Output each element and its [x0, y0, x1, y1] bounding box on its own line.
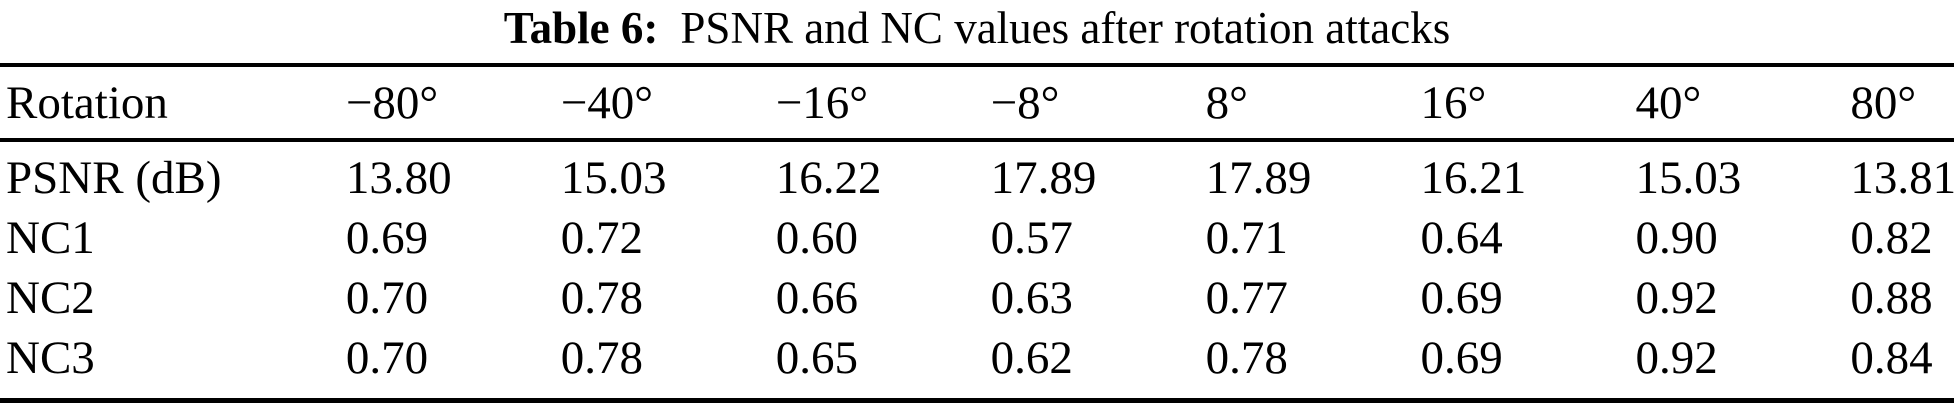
cell-value: 0.70: [345, 271, 429, 324]
row-label: NC2: [6, 271, 95, 324]
table-row-nc1: NC1 0.69 0.72 0.60 0.57 0.71 0.64 0.90 0…: [0, 208, 1954, 268]
table-caption: Table 6: PSNR and NC values after rotatio…: [0, 2, 1954, 54]
col-header-angle: 8°: [1205, 65, 1421, 142]
cell-value: 0.60: [775, 211, 858, 264]
cell-value: 0.90: [1635, 211, 1718, 264]
cell-value: 0.64: [1420, 211, 1503, 264]
table-caption-text: PSNR and NC values after rotation attack…: [680, 3, 1451, 53]
row-label: NC3: [6, 331, 95, 384]
psnr-nc-table: Rotation −80° −40° −16° −8° 8° 16° 40° 8…: [0, 63, 1954, 403]
cell-value: 0.63: [990, 271, 1073, 324]
cell-value: 0.72: [560, 211, 644, 264]
cell-value: 0.70: [345, 331, 429, 384]
cell-value: 0.65: [775, 331, 858, 384]
cell-value: 0.92: [1635, 271, 1718, 324]
cell-value: 0.69: [1420, 271, 1503, 324]
cell-value: 0.57: [990, 211, 1073, 264]
cell-value: 17.89: [990, 151, 1097, 204]
col-header-rotation: Rotation: [0, 65, 346, 142]
cell-value: 17.89: [1205, 151, 1312, 204]
row-label: PSNR (dB): [6, 151, 222, 204]
table-row-psnr: PSNR (dB) 13.80 15.03 16.22 17.89 17.89 …: [0, 140, 1954, 208]
table-row-nc2: NC2 0.70 0.78 0.66 0.63 0.77 0.69 0.92 0…: [0, 268, 1954, 328]
cell-value: 0.78: [560, 331, 644, 384]
cell-value: 0.82: [1850, 211, 1933, 264]
cell-value: 0.62: [990, 331, 1073, 384]
cell-value: 0.84: [1850, 331, 1933, 384]
cell-value: 15.03: [1635, 151, 1742, 204]
col-header-angle: −80°: [345, 65, 561, 142]
cell-value: 16.22: [775, 151, 882, 204]
cell-value: 0.88: [1850, 271, 1933, 324]
col-header-angle: −8°: [990, 65, 1206, 142]
cell-value: 0.78: [560, 271, 644, 324]
table-row-nc3: NC3 0.70 0.78 0.65 0.62 0.78 0.69 0.92 0…: [0, 328, 1954, 401]
cell-value: 0.78: [1205, 331, 1288, 384]
col-header-angle: 40°: [1635, 65, 1851, 142]
col-header-angle: −40°: [560, 65, 776, 142]
cell-value: 0.71: [1205, 211, 1288, 264]
cell-value: 0.92: [1635, 331, 1718, 384]
cell-value: 0.69: [345, 211, 429, 264]
cell-value: 13.80: [345, 151, 452, 204]
col-header-angle: 16°: [1420, 65, 1636, 142]
cell-value: 13.81: [1850, 151, 1954, 204]
cell-value: 0.66: [775, 271, 858, 324]
row-label: NC1: [6, 211, 95, 264]
cell-value: 15.03: [560, 151, 667, 204]
header-row: Rotation −80° −40° −16° −8° 8° 16° 40° 8…: [0, 65, 1954, 142]
table-caption-label: Table 6:: [503, 3, 659, 53]
cell-value: 16.21: [1420, 151, 1527, 204]
col-header-angle: −16°: [775, 65, 991, 142]
cell-value: 0.77: [1205, 271, 1288, 324]
col-header-angle: 80°: [1850, 65, 1954, 142]
cell-value: 0.69: [1420, 331, 1503, 384]
